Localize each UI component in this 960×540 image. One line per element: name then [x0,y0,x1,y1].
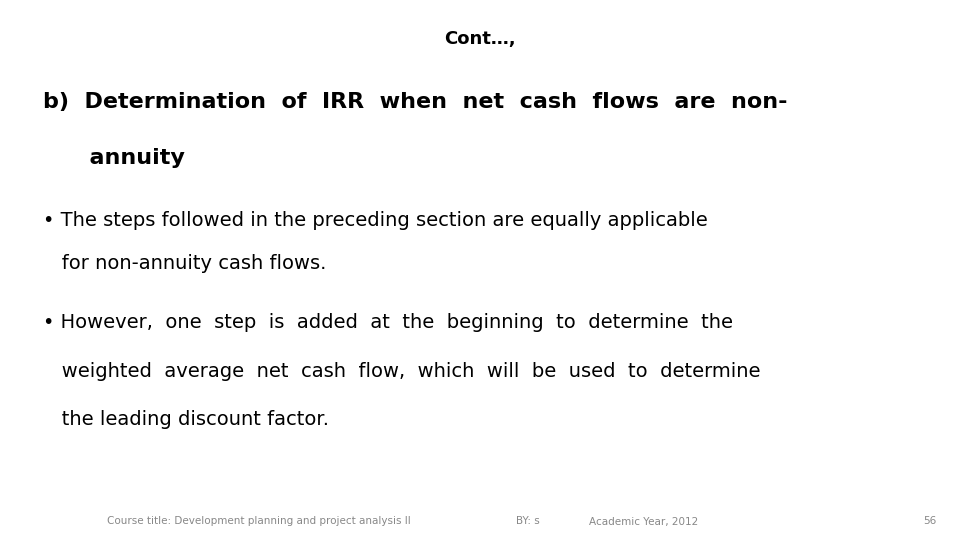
Text: BY: s: BY: s [516,516,540,526]
Text: Cont…,: Cont…, [444,30,516,48]
Text: Course title: Development planning and project analysis II: Course title: Development planning and p… [108,516,411,526]
Text: annuity: annuity [43,148,185,168]
Text: b)  Determination  of  IRR  when  net  cash  flows  are  non-: b) Determination of IRR when net cash fl… [43,92,788,112]
Text: weighted  average  net  cash  flow,  which  will  be  used  to  determine: weighted average net cash flow, which wi… [43,362,760,381]
Text: for non-annuity cash flows.: for non-annuity cash flows. [43,254,326,273]
Text: Academic Year, 2012: Academic Year, 2012 [588,516,698,526]
Text: • However,  one  step  is  added  at  the  beginning  to  determine  the: • However, one step is added at the begi… [43,313,733,332]
Text: 56: 56 [923,516,936,526]
Text: the leading discount factor.: the leading discount factor. [43,410,329,429]
Text: • The steps followed in the preceding section are equally applicable: • The steps followed in the preceding se… [43,211,708,229]
